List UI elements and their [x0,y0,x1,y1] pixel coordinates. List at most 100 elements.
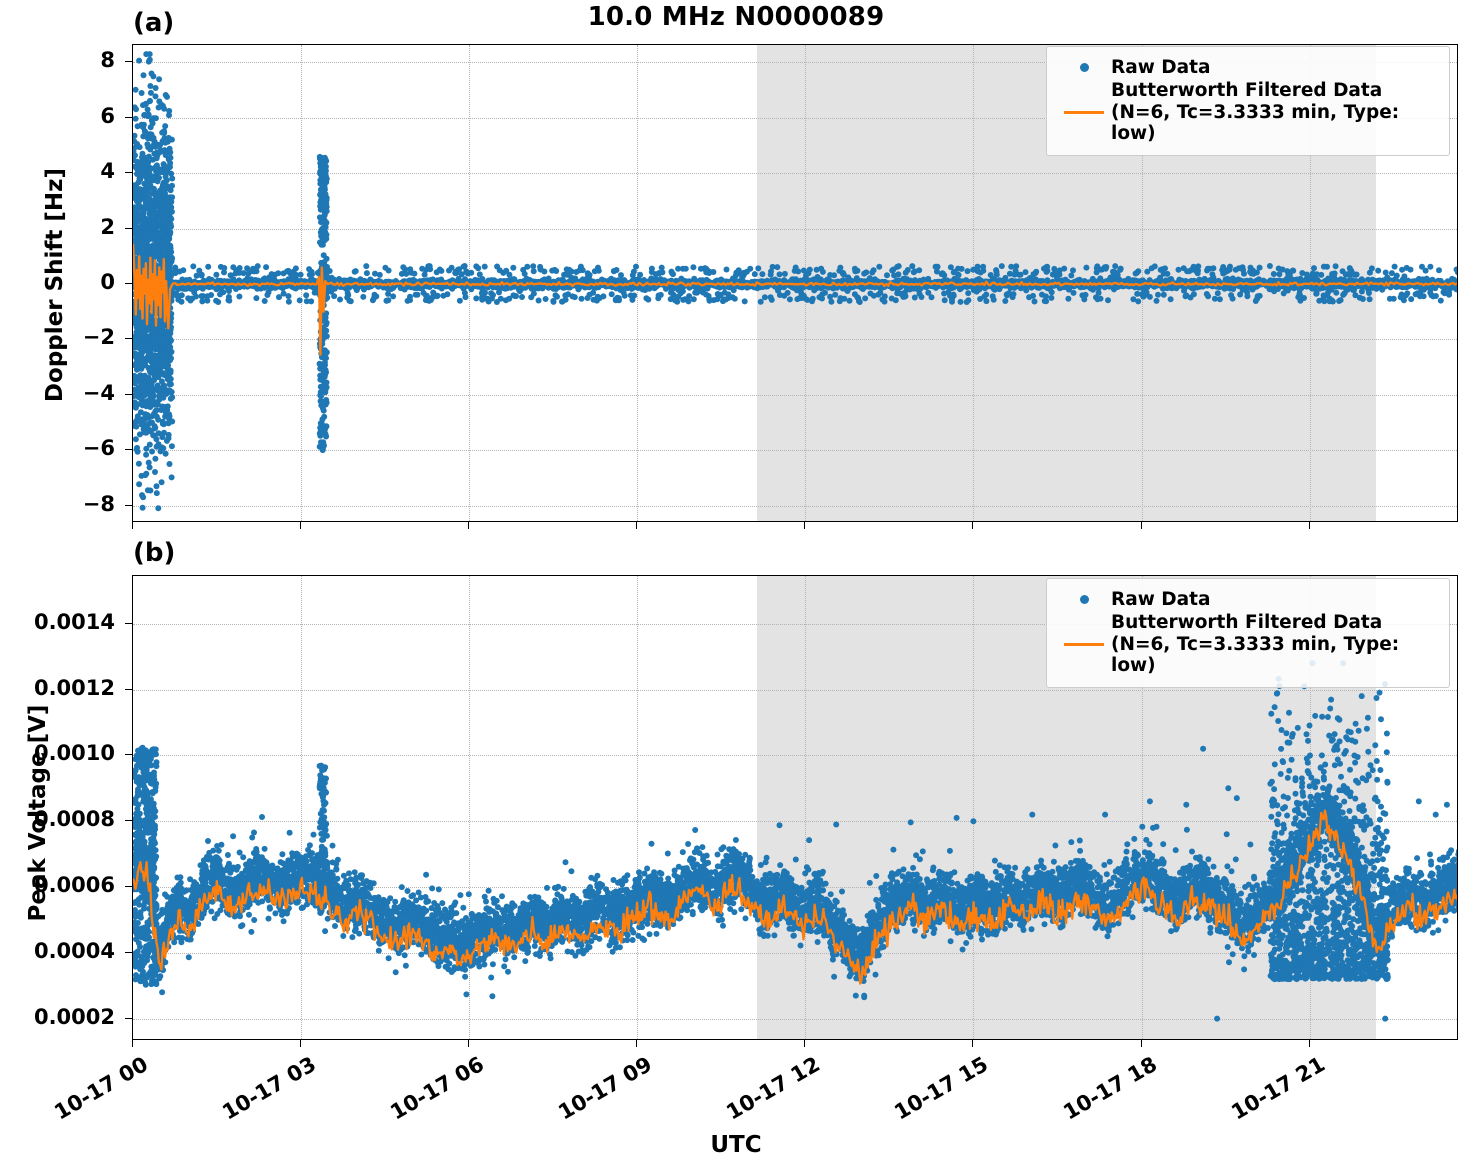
gridline-horizontal [133,339,1457,341]
raw-data-point [1180,265,1187,272]
raw-data-point [502,297,509,304]
raw-data-point [190,263,197,270]
raw-data-point [957,298,964,305]
panel-a-data-layer [133,51,1457,512]
raw-data-point [284,268,291,275]
raw-data-point [1436,267,1442,274]
raw-data-point [1320,292,1327,299]
raw-data-point [876,263,883,270]
raw-data-point [682,265,689,272]
raw-data-point [949,296,955,303]
raw-data-point [385,267,392,274]
raw-data-point [621,292,628,299]
raw-data-point [221,269,227,276]
raw-data-point [706,270,712,276]
raw-data-point [1375,267,1382,274]
raw-data-point [941,297,948,304]
raw-data-point [1070,267,1076,274]
raw-data-point [1419,276,1426,283]
raw-data-point [1162,265,1168,272]
raw-data-point [963,299,970,305]
raw-data-point [535,297,542,304]
raw-data-point [519,294,525,300]
raw-data-point [172,264,179,271]
raw-data-point [1135,268,1142,275]
raw-data-point [390,293,397,300]
raw-data-point [895,271,902,278]
raw-data-point [461,290,468,296]
raw-data-point [1030,292,1036,299]
raw-data-point [965,290,972,297]
raw-data-point [1397,294,1404,301]
raw-data-point [496,289,502,296]
raw-data-point [1070,289,1077,296]
raw-data-point [964,268,971,275]
raw-data-point [776,271,783,278]
raw-data-point [275,270,282,277]
raw-data-point [828,298,835,305]
raw-data-point [1206,265,1213,272]
raw-data-point [419,265,426,272]
raw-data-point [1182,293,1189,300]
raw-data-point [1382,269,1389,276]
raw-data-point [755,265,762,272]
raw-data-point [761,294,768,301]
raw-data-point [1190,285,1197,292]
raw-data-point [363,263,370,270]
raw-data-point [618,272,624,279]
raw-data-point [407,297,413,304]
raw-data-point [980,263,987,270]
raw-data-point [480,291,487,298]
raw-data-point [497,295,504,302]
raw-data-point [1175,266,1182,273]
raw-data-point [1280,290,1287,297]
raw-data-point [1093,269,1100,276]
raw-data-point [153,483,160,490]
raw-data-point [608,291,615,298]
raw-data-point [932,263,939,270]
raw-data-point [1160,291,1167,298]
raw-data-point [383,297,390,304]
gridline-horizontal [133,394,1457,396]
raw-data-point [414,291,421,298]
raw-data-point [430,289,437,296]
raw-data-point [613,267,620,273]
raw-data-point [658,264,665,271]
raw-data-point [1325,275,1332,282]
raw-data-point [458,271,465,278]
raw-data-point [1254,295,1261,302]
raw-data-point [844,288,851,294]
raw-data-point [1003,291,1010,298]
raw-data-point [809,298,815,305]
raw-data-point [245,270,252,277]
raw-data-point [1135,298,1142,305]
raw-data-point [426,263,433,270]
raw-data-point [1244,293,1251,300]
raw-data-point [1393,272,1400,279]
raw-data-point [440,292,447,299]
raw-data-point [484,297,491,303]
raw-data-point [1214,290,1221,297]
raw-data-point [1313,290,1320,297]
raw-data-point [510,264,517,271]
raw-data-point [308,298,315,305]
raw-data-point [729,294,736,301]
raw-data-point [1048,294,1055,301]
raw-data-point [407,266,414,273]
raw-data-point [268,272,275,279]
raw-data-point [1359,296,1366,302]
panel-a-tag: (a) [133,8,175,38]
raw-data-point [1051,265,1058,272]
raw-data-point [827,272,834,278]
raw-data-point [473,263,480,270]
raw-data-point [693,289,700,296]
raw-data-point [714,296,721,303]
raw-data-point [1094,263,1101,270]
raw-data-point [991,286,998,293]
raw-data-point [553,286,559,292]
raw-data-point [1399,266,1406,273]
raw-data-point [1303,271,1310,278]
raw-data-point [452,270,459,276]
raw-data-point [530,263,537,270]
